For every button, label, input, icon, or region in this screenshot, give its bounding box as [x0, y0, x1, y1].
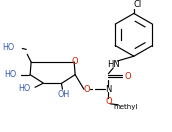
Text: N: N	[105, 85, 112, 94]
Text: methyl: methyl	[114, 104, 138, 110]
Text: OH: OH	[57, 90, 69, 99]
Text: O: O	[125, 72, 131, 81]
Text: Cl: Cl	[134, 0, 142, 9]
Text: HN: HN	[107, 60, 120, 69]
Text: HO: HO	[18, 84, 30, 93]
Text: O: O	[105, 97, 112, 106]
Text: HO: HO	[4, 70, 17, 79]
Text: HO: HO	[2, 43, 14, 52]
Text: O: O	[72, 57, 78, 66]
Text: O: O	[84, 85, 90, 94]
